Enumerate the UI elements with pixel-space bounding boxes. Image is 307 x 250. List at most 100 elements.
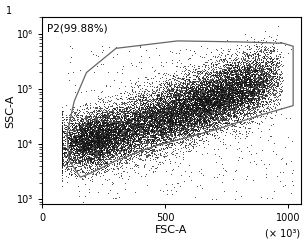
Point [157, 99, 162, 103]
Point [99, 138, 104, 142]
Point [208, 79, 213, 83]
Point [204, 118, 208, 122]
Point [96, 134, 101, 138]
Point [87, 135, 92, 139]
Point [251, 89, 256, 93]
Point [82, 160, 87, 164]
Point [163, 98, 168, 102]
Point [252, 61, 257, 65]
Point [270, 85, 275, 89]
Point [85, 119, 90, 123]
Point [258, 42, 263, 46]
Point [271, 79, 276, 83]
Point [147, 124, 152, 128]
Point [169, 130, 173, 134]
Point [106, 135, 111, 139]
Point [97, 132, 102, 136]
Point [108, 148, 113, 152]
Point [185, 112, 190, 116]
Point [134, 132, 138, 136]
Point [64, 147, 69, 151]
Point [86, 137, 91, 141]
Point [147, 106, 152, 110]
Point [99, 141, 104, 145]
Point [200, 125, 205, 129]
Point [275, 64, 280, 68]
Point [87, 126, 92, 130]
Point [180, 140, 185, 144]
Point [201, 108, 206, 112]
Point [178, 112, 183, 116]
Point [115, 119, 120, 123]
Point [238, 80, 243, 84]
Point [202, 60, 207, 64]
Point [243, 93, 248, 97]
Point [192, 115, 197, 119]
Point [166, 78, 171, 82]
Point [222, 78, 227, 82]
Point [71, 159, 76, 163]
Point [152, 106, 157, 110]
Point [220, 96, 225, 100]
Point [206, 138, 211, 142]
Point [208, 78, 213, 82]
Point [262, 90, 266, 94]
Point [100, 154, 105, 158]
Point [88, 132, 93, 136]
Point [242, 84, 247, 88]
Point [202, 96, 207, 100]
Point [97, 157, 102, 161]
Point [208, 109, 213, 113]
Point [194, 120, 199, 124]
Point [99, 146, 103, 150]
Point [238, 84, 243, 88]
Point [177, 125, 181, 129]
Point [239, 94, 244, 98]
Point [89, 132, 94, 136]
Point [101, 151, 106, 155]
Point [167, 89, 172, 93]
Point [131, 108, 136, 112]
Point [189, 134, 194, 138]
Point [169, 108, 173, 112]
Point [98, 144, 103, 148]
Point [159, 152, 164, 156]
Point [261, 82, 266, 86]
Point [89, 130, 94, 134]
Point [129, 133, 134, 137]
Point [177, 132, 182, 136]
Point [96, 128, 101, 132]
Point [267, 68, 272, 71]
Point [199, 102, 204, 106]
Point [111, 146, 116, 150]
Point [255, 99, 260, 103]
Point [181, 122, 186, 126]
Point [268, 67, 273, 71]
Point [124, 142, 129, 146]
Point [68, 157, 72, 161]
Point [253, 67, 258, 71]
Point [74, 142, 79, 146]
Point [211, 108, 216, 112]
Point [161, 116, 165, 120]
Point [248, 98, 253, 102]
Point [193, 129, 198, 133]
Point [196, 138, 201, 142]
Point [185, 109, 189, 113]
Point [60, 146, 64, 150]
Point [112, 142, 117, 146]
Point [248, 61, 253, 65]
Point [175, 83, 180, 87]
Point [97, 144, 102, 148]
Point [205, 110, 210, 114]
Point [231, 129, 236, 133]
Point [105, 121, 110, 125]
Point [172, 99, 177, 103]
Point [211, 96, 216, 100]
Point [189, 115, 194, 119]
Point [173, 114, 178, 117]
Point [143, 122, 148, 126]
Point [118, 148, 123, 152]
Point [139, 112, 144, 116]
Point [105, 136, 110, 140]
